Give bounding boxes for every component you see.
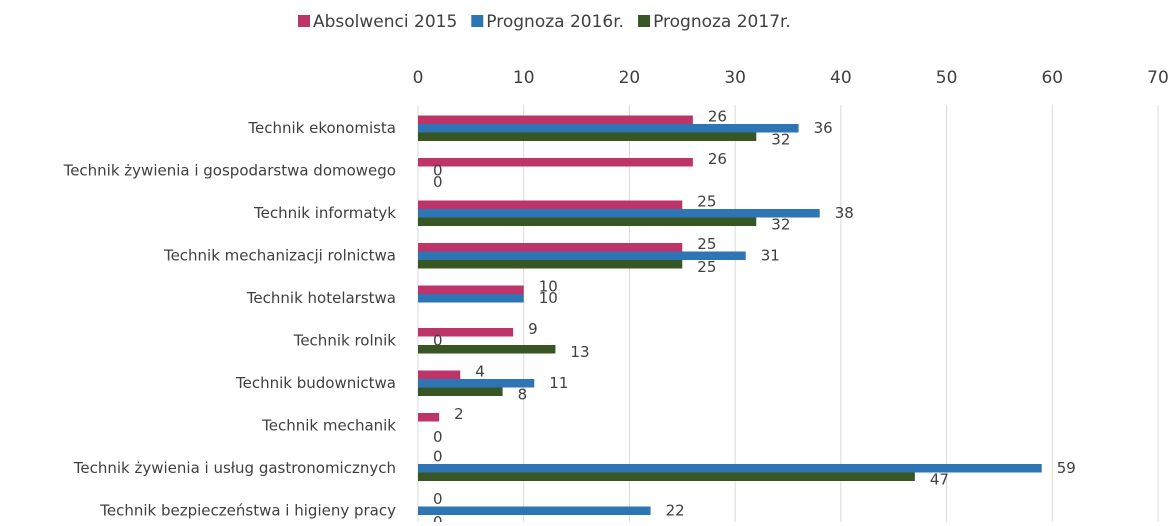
bar — [418, 285, 524, 294]
bar — [418, 132, 757, 141]
data-label: 8 — [518, 385, 528, 403]
x-tick-label: 20 — [619, 68, 641, 88]
y-tick-label: Technik bezpieczeństwa i higieny pracy — [99, 501, 396, 519]
data-label: 0 — [433, 447, 443, 465]
y-tick-label: Technik rolnik — [293, 331, 397, 349]
data-label: 26 — [708, 107, 727, 125]
bar — [418, 472, 915, 481]
x-tick-label: 60 — [1041, 68, 1063, 88]
data-label: 32 — [771, 130, 790, 148]
bar — [418, 345, 556, 354]
y-tick-label: Technik ekonomista — [247, 119, 396, 137]
bar — [418, 294, 524, 303]
bar — [418, 243, 683, 252]
legend-swatch — [298, 15, 310, 27]
x-tick-label: 50 — [936, 68, 958, 88]
legend-label: Absolwenci 2015 — [313, 12, 457, 32]
bar — [418, 115, 693, 124]
data-label: 31 — [761, 246, 780, 264]
data-label: 32 — [771, 215, 790, 233]
bar — [418, 200, 683, 209]
y-tick-label: Technik żywienia i gospodarstwa domowego — [63, 161, 396, 179]
data-label: 0 — [433, 428, 443, 446]
x-tick-label: 30 — [724, 68, 746, 88]
data-label: 9 — [528, 320, 538, 338]
data-label: 10 — [539, 277, 558, 295]
data-label: 25 — [697, 192, 716, 210]
bar — [418, 124, 799, 133]
data-label: 0 — [433, 173, 443, 191]
bar — [418, 328, 514, 337]
y-tick-label: Technik mechanik — [261, 416, 396, 434]
data-label: 2 — [454, 405, 464, 423]
bar — [418, 387, 503, 396]
data-label: 0 — [433, 161, 443, 179]
y-tick-label: Technik informatyk — [253, 204, 396, 222]
legend-swatch — [638, 15, 651, 27]
x-tick-label: 0 — [413, 68, 424, 88]
legend-swatch — [471, 15, 484, 27]
bar — [418, 370, 461, 379]
x-tick-label: 70 — [1147, 68, 1169, 88]
data-label: 0 — [433, 490, 443, 508]
legend: Absolwenci 2015 Prognoza 2016r. Prognoza 2… — [298, 12, 791, 32]
bar — [418, 251, 746, 260]
bar — [418, 260, 683, 269]
data-label: 25 — [697, 258, 716, 276]
bar — [418, 217, 757, 226]
data-label: 11 — [549, 374, 568, 392]
data-label: 13 — [570, 343, 589, 361]
data-label: 47 — [930, 470, 949, 488]
data-label: 0 — [433, 513, 443, 522]
data-label: 38 — [835, 204, 854, 222]
data-label: 26 — [708, 150, 727, 168]
y-tick-label: Technik budownictwa — [235, 374, 396, 392]
bar — [418, 158, 693, 167]
x-tick-label: 10 — [513, 68, 535, 88]
bar — [418, 413, 440, 422]
y-tick-label: Technik mechanizacji rolnictwa — [163, 246, 396, 264]
data-label: 59 — [1057, 459, 1076, 477]
bar — [418, 209, 820, 218]
legend-label: Prognoza 2016r. — [486, 12, 624, 32]
bar — [418, 464, 1042, 473]
data-label: 4 — [475, 362, 485, 380]
data-label: 10 — [539, 289, 558, 307]
data-label: 25 — [697, 235, 716, 253]
y-tick-label: Technik hotelarstwa — [246, 289, 396, 307]
bar — [418, 506, 651, 515]
data-label: 0 — [433, 331, 443, 349]
data-label: 36 — [814, 119, 833, 137]
bar — [418, 379, 535, 388]
legend-label: Prognoza 2017r. — [653, 12, 791, 32]
y-tick-label: Technik żywienia i usług gastronomicznyc… — [73, 459, 396, 477]
data-label: 22 — [666, 501, 685, 519]
x-tick-label: 40 — [830, 68, 852, 88]
